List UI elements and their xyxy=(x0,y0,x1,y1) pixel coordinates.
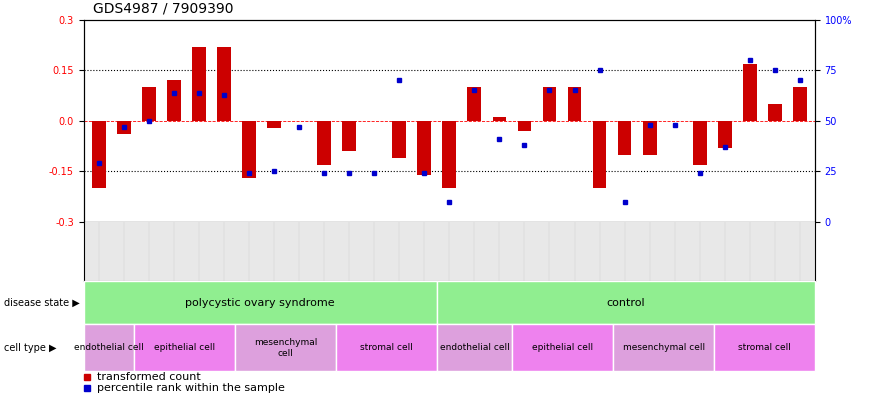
Bar xyxy=(167,81,181,121)
Bar xyxy=(336,324,437,371)
Bar xyxy=(418,121,431,175)
Bar xyxy=(84,324,134,371)
Bar xyxy=(517,121,531,131)
Bar xyxy=(567,87,581,121)
Bar xyxy=(117,121,130,134)
Text: mesenchymal cell: mesenchymal cell xyxy=(623,343,705,352)
Bar xyxy=(192,47,206,121)
Bar xyxy=(437,281,815,324)
Bar xyxy=(513,324,613,371)
Text: epithelial cell: epithelial cell xyxy=(154,343,215,352)
Text: stromal cell: stromal cell xyxy=(738,343,791,352)
Text: polycystic ovary syndrome: polycystic ovary syndrome xyxy=(185,298,335,308)
Text: disease state ▶: disease state ▶ xyxy=(4,298,80,308)
Bar xyxy=(235,324,336,371)
Bar xyxy=(442,121,456,188)
Bar xyxy=(142,87,156,121)
Bar xyxy=(718,121,731,148)
Bar xyxy=(793,87,807,121)
Text: endothelial cell: endothelial cell xyxy=(440,343,509,352)
Text: GDS4987 / 7909390: GDS4987 / 7909390 xyxy=(93,2,233,16)
Bar xyxy=(543,87,557,121)
Bar xyxy=(468,87,481,121)
Text: stromal cell: stromal cell xyxy=(359,343,412,352)
Text: mesenchymal
cell: mesenchymal cell xyxy=(254,338,317,358)
Bar xyxy=(593,121,606,188)
Text: endothelial cell: endothelial cell xyxy=(74,343,144,352)
Bar xyxy=(714,324,815,371)
Text: epithelial cell: epithelial cell xyxy=(532,343,593,352)
Bar xyxy=(84,281,437,324)
Bar xyxy=(134,324,235,371)
Bar xyxy=(692,121,707,165)
Bar xyxy=(492,118,507,121)
Bar xyxy=(217,47,231,121)
Bar xyxy=(242,121,255,178)
Bar xyxy=(342,121,356,151)
Text: cell type ▶: cell type ▶ xyxy=(4,343,57,353)
Text: control: control xyxy=(606,298,645,308)
Text: percentile rank within the sample: percentile rank within the sample xyxy=(97,383,285,393)
Bar xyxy=(392,121,406,158)
Bar xyxy=(317,121,331,165)
Bar xyxy=(92,121,106,188)
Bar xyxy=(643,121,656,154)
Bar xyxy=(267,121,281,128)
Bar xyxy=(618,121,632,154)
Bar xyxy=(437,324,513,371)
Bar xyxy=(613,324,714,371)
Text: transformed count: transformed count xyxy=(97,372,201,382)
Bar xyxy=(743,64,757,121)
Bar xyxy=(768,104,781,121)
